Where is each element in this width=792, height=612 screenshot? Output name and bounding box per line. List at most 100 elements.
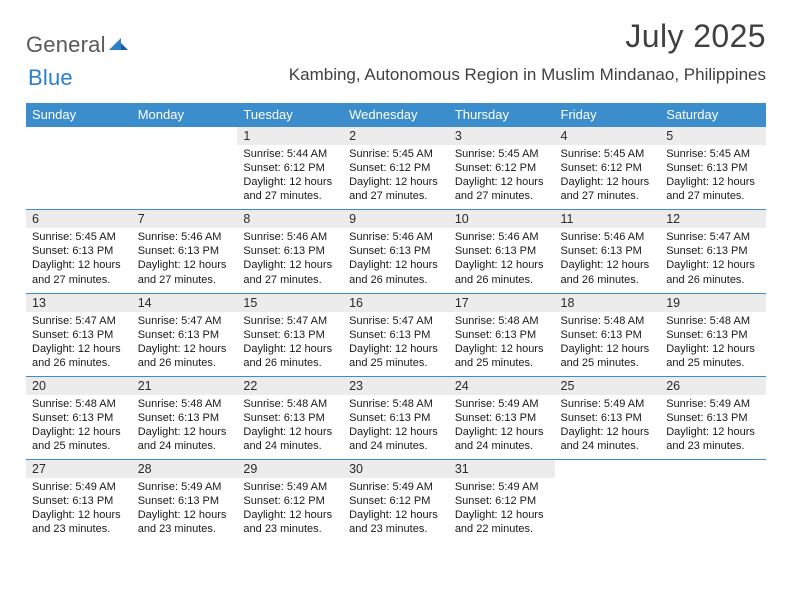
day-detail-row: Sunrise: 5:44 AMSunset: 6:12 PMDaylight:… <box>26 145 766 210</box>
daylight-text: Daylight: 12 hours and 26 minutes. <box>561 258 655 286</box>
day-number-cell <box>555 460 661 478</box>
sunrise-text: Sunrise: 5:44 AM <box>243 147 337 161</box>
day-number-cell: 27 <box>26 460 132 478</box>
day-number-cell: 29 <box>237 460 343 478</box>
day-detail-cell: Sunrise: 5:48 AMSunset: 6:13 PMDaylight:… <box>555 312 661 377</box>
sunrise-text: Sunrise: 5:45 AM <box>349 147 443 161</box>
daylight-text: Daylight: 12 hours and 24 minutes. <box>455 425 549 453</box>
sunrise-text: Sunrise: 5:46 AM <box>349 230 443 244</box>
daylight-text: Daylight: 12 hours and 23 minutes. <box>666 425 760 453</box>
daylight-text: Daylight: 12 hours and 24 minutes. <box>561 425 655 453</box>
day-detail-cell: Sunrise: 5:48 AMSunset: 6:13 PMDaylight:… <box>449 312 555 377</box>
day-detail-cell <box>555 478 661 542</box>
sunset-text: Sunset: 6:12 PM <box>349 161 443 175</box>
day-detail-row: Sunrise: 5:49 AMSunset: 6:13 PMDaylight:… <box>26 478 766 542</box>
sunrise-text: Sunrise: 5:47 AM <box>666 230 760 244</box>
sunset-text: Sunset: 6:13 PM <box>666 411 760 425</box>
daylight-text: Daylight: 12 hours and 25 minutes. <box>561 342 655 370</box>
sunrise-text: Sunrise: 5:49 AM <box>32 480 126 494</box>
daylight-text: Daylight: 12 hours and 25 minutes. <box>32 425 126 453</box>
day-number-cell: 30 <box>343 460 449 478</box>
day-number-cell: 2 <box>343 127 449 145</box>
daylight-text: Daylight: 12 hours and 23 minutes. <box>138 508 232 536</box>
sunrise-text: Sunrise: 5:46 AM <box>455 230 549 244</box>
sunrise-text: Sunrise: 5:48 AM <box>32 397 126 411</box>
daylight-text: Daylight: 12 hours and 23 minutes. <box>349 508 443 536</box>
day-detail-cell: Sunrise: 5:46 AMSunset: 6:13 PMDaylight:… <box>237 228 343 293</box>
daylight-text: Daylight: 12 hours and 26 minutes. <box>138 342 232 370</box>
day-number-cell: 10 <box>449 210 555 228</box>
daylight-text: Daylight: 12 hours and 24 minutes. <box>349 425 443 453</box>
weekday-header: Tuesday <box>237 103 343 127</box>
sunset-text: Sunset: 6:13 PM <box>349 411 443 425</box>
day-number-cell: 20 <box>26 377 132 395</box>
sunrise-text: Sunrise: 5:49 AM <box>561 397 655 411</box>
sunrise-text: Sunrise: 5:47 AM <box>243 314 337 328</box>
daylight-text: Daylight: 12 hours and 23 minutes. <box>32 508 126 536</box>
weekday-header: Wednesday <box>343 103 449 127</box>
sunrise-text: Sunrise: 5:49 AM <box>243 480 337 494</box>
day-number-cell: 11 <box>555 210 661 228</box>
daylight-text: Daylight: 12 hours and 27 minutes. <box>666 175 760 203</box>
calendar-table: Sunday Monday Tuesday Wednesday Thursday… <box>26 103 766 543</box>
daylight-text: Daylight: 12 hours and 26 minutes. <box>349 258 443 286</box>
sunset-text: Sunset: 6:13 PM <box>138 244 232 258</box>
daylight-text: Daylight: 12 hours and 27 minutes. <box>32 258 126 286</box>
sunrise-text: Sunrise: 5:48 AM <box>561 314 655 328</box>
sunrise-text: Sunrise: 5:48 AM <box>349 397 443 411</box>
day-detail-cell <box>660 478 766 542</box>
day-detail-cell <box>26 145 132 210</box>
sunset-text: Sunset: 6:13 PM <box>349 328 443 342</box>
sunset-text: Sunset: 6:13 PM <box>32 494 126 508</box>
day-number-row: 6789101112 <box>26 210 766 228</box>
day-detail-cell: Sunrise: 5:49 AMSunset: 6:13 PMDaylight:… <box>132 478 238 542</box>
sunset-text: Sunset: 6:13 PM <box>455 411 549 425</box>
sunset-text: Sunset: 6:13 PM <box>561 328 655 342</box>
sunrise-text: Sunrise: 5:48 AM <box>455 314 549 328</box>
brand-word-2: Blue <box>28 65 73 90</box>
day-detail-cell: Sunrise: 5:49 AMSunset: 6:13 PMDaylight:… <box>555 395 661 460</box>
sunrise-text: Sunrise: 5:47 AM <box>32 314 126 328</box>
weekday-header: Monday <box>132 103 238 127</box>
day-number-cell: 22 <box>237 377 343 395</box>
day-detail-row: Sunrise: 5:47 AMSunset: 6:13 PMDaylight:… <box>26 312 766 377</box>
sunset-text: Sunset: 6:13 PM <box>32 328 126 342</box>
sunset-text: Sunset: 6:13 PM <box>138 411 232 425</box>
day-detail-cell: Sunrise: 5:48 AMSunset: 6:13 PMDaylight:… <box>660 312 766 377</box>
sunrise-text: Sunrise: 5:49 AM <box>455 397 549 411</box>
calendar-page: General July 2025 Kambing, Autonomous Re… <box>0 0 792 543</box>
sunset-text: Sunset: 6:13 PM <box>455 244 549 258</box>
sunrise-text: Sunrise: 5:48 AM <box>243 397 337 411</box>
day-detail-cell: Sunrise: 5:47 AMSunset: 6:13 PMDaylight:… <box>26 312 132 377</box>
sunrise-text: Sunrise: 5:49 AM <box>138 480 232 494</box>
daylight-text: Daylight: 12 hours and 27 minutes. <box>561 175 655 203</box>
weekday-header-row: Sunday Monday Tuesday Wednesday Thursday… <box>26 103 766 127</box>
day-detail-cell: Sunrise: 5:47 AMSunset: 6:13 PMDaylight:… <box>343 312 449 377</box>
day-detail-cell: Sunrise: 5:45 AMSunset: 6:12 PMDaylight:… <box>449 145 555 210</box>
day-detail-row: Sunrise: 5:45 AMSunset: 6:13 PMDaylight:… <box>26 228 766 293</box>
title-block: July 2025 Kambing, Autonomous Region in … <box>289 18 766 85</box>
sunset-text: Sunset: 6:12 PM <box>243 494 337 508</box>
day-detail-cell: Sunrise: 5:46 AMSunset: 6:13 PMDaylight:… <box>555 228 661 293</box>
day-detail-row: Sunrise: 5:48 AMSunset: 6:13 PMDaylight:… <box>26 395 766 460</box>
day-detail-cell: Sunrise: 5:45 AMSunset: 6:12 PMDaylight:… <box>343 145 449 210</box>
weekday-header: Saturday <box>660 103 766 127</box>
day-number-cell: 3 <box>449 127 555 145</box>
sunrise-text: Sunrise: 5:45 AM <box>666 147 760 161</box>
day-number-cell: 14 <box>132 294 238 312</box>
day-number-cell: 25 <box>555 377 661 395</box>
sunrise-text: Sunrise: 5:48 AM <box>138 397 232 411</box>
sunset-text: Sunset: 6:12 PM <box>243 161 337 175</box>
day-detail-cell: Sunrise: 5:44 AMSunset: 6:12 PMDaylight:… <box>237 145 343 210</box>
day-number-cell: 8 <box>237 210 343 228</box>
day-number-cell: 4 <box>555 127 661 145</box>
brand-word-1: General <box>26 32 106 58</box>
sunset-text: Sunset: 6:13 PM <box>666 328 760 342</box>
daylight-text: Daylight: 12 hours and 25 minutes. <box>666 342 760 370</box>
day-detail-cell: Sunrise: 5:49 AMSunset: 6:12 PMDaylight:… <box>343 478 449 542</box>
day-number-cell: 12 <box>660 210 766 228</box>
sunrise-text: Sunrise: 5:47 AM <box>349 314 443 328</box>
day-number-cell: 31 <box>449 460 555 478</box>
sunrise-text: Sunrise: 5:49 AM <box>349 480 443 494</box>
day-detail-cell: Sunrise: 5:46 AMSunset: 6:13 PMDaylight:… <box>449 228 555 293</box>
